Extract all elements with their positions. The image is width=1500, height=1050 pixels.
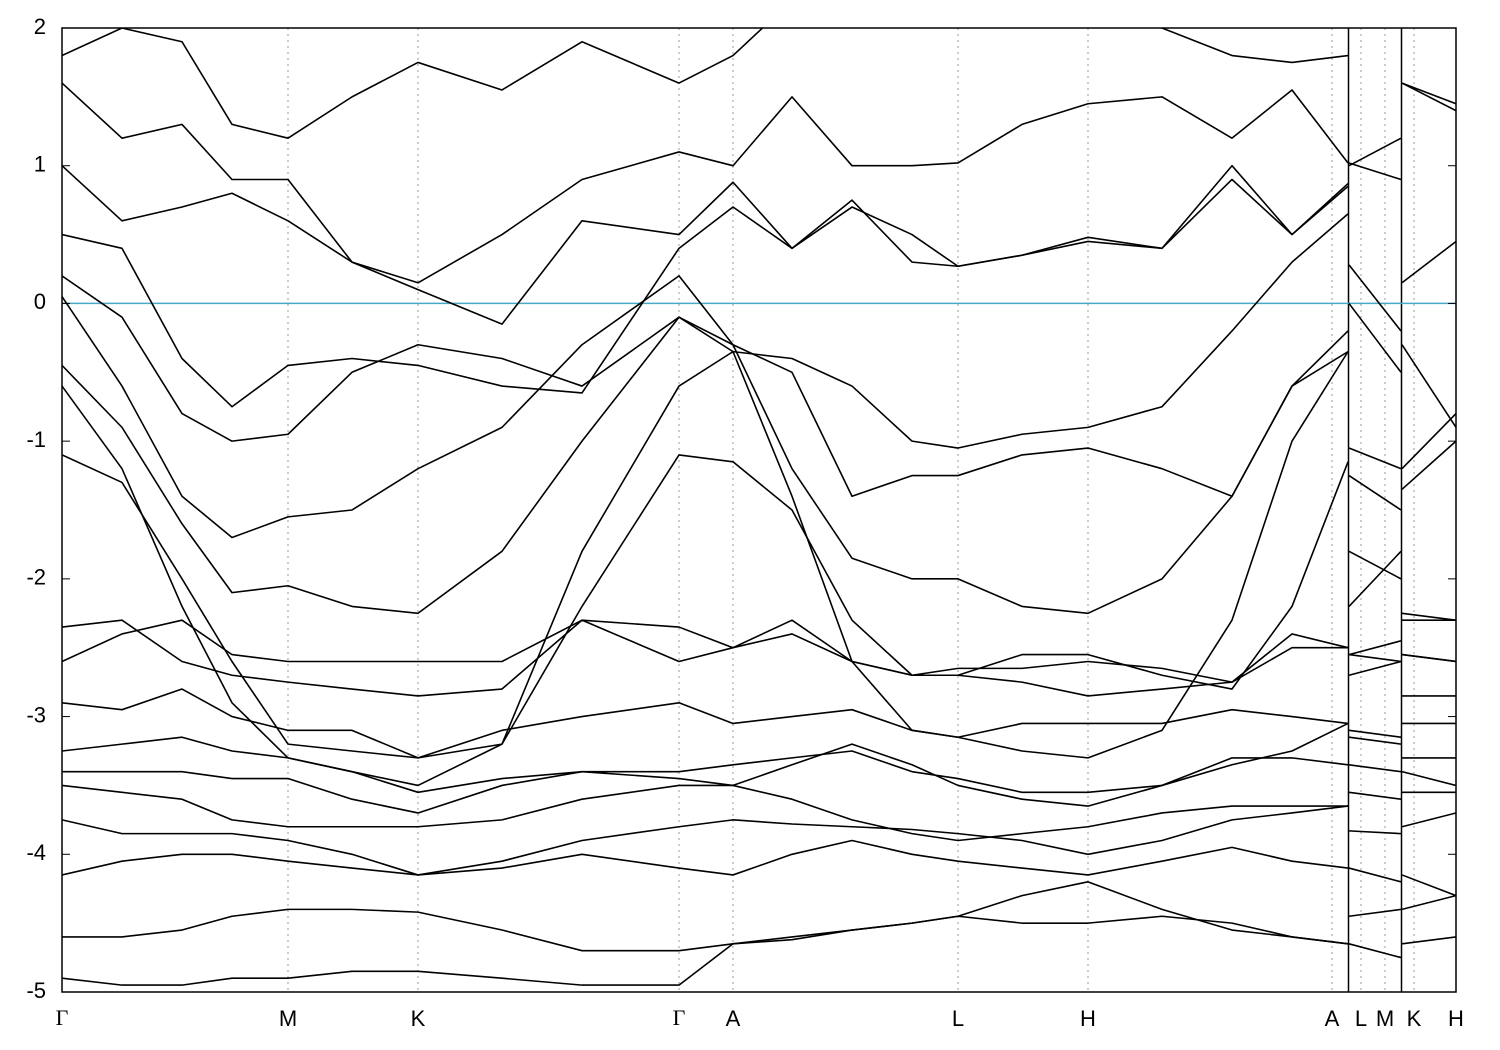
y-tick-label: 0 <box>34 289 46 314</box>
x-tick-label: K <box>411 1006 426 1031</box>
y-tick-label: -5 <box>26 978 46 1003</box>
band <box>62 619 1456 697</box>
y-tick-label: -4 <box>26 840 46 865</box>
x-tick-label: K <box>1407 1006 1422 1031</box>
x-tick-label: L <box>952 1006 964 1031</box>
band <box>62 454 1456 759</box>
band <box>62 839 1456 897</box>
x-tick-label: Γ <box>56 1005 69 1030</box>
band <box>62 164 1456 373</box>
y-tick-label: -3 <box>26 702 46 727</box>
x-tick-label: A <box>726 1006 741 1031</box>
x-tick-label: L <box>1355 1006 1367 1031</box>
x-tick-label: M <box>279 1006 297 1031</box>
band <box>62 805 1456 876</box>
x-tick-label: M <box>1376 1006 1394 1031</box>
band <box>62 213 1456 470</box>
plot-frame <box>61 27 1457 993</box>
y-tick-label: 1 <box>34 152 46 177</box>
y-tick-label: -2 <box>26 565 46 590</box>
y-tick-label: 2 <box>34 14 46 39</box>
band <box>62 722 1456 794</box>
band <box>62 743 1456 814</box>
x-tick-label: Γ <box>673 1005 686 1030</box>
x-tick-label: A <box>1325 1006 1340 1031</box>
x-tick-label: H <box>1448 1006 1464 1031</box>
bands <box>62 28 1456 986</box>
band <box>62 178 1456 428</box>
band <box>62 275 1456 539</box>
band <box>62 82 1456 284</box>
y-tick-label: -1 <box>26 427 46 452</box>
band <box>62 28 1456 167</box>
band <box>62 894 1456 952</box>
x-tick-label: H <box>1080 1006 1096 1031</box>
grid <box>61 28 1457 992</box>
